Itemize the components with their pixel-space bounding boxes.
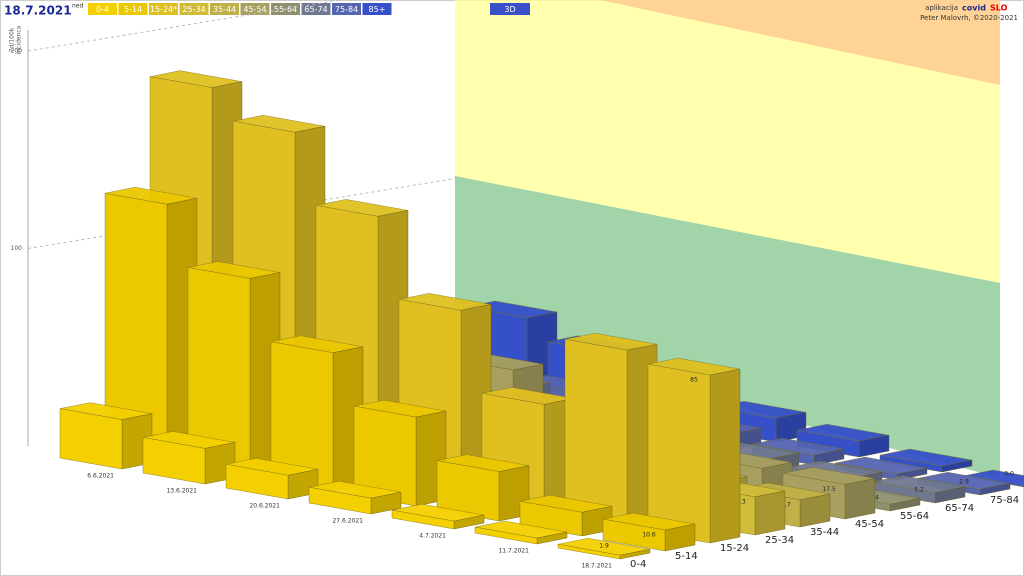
y-axis-label: incidenca (16, 25, 23, 54)
age-label: 0-4 (630, 559, 646, 570)
bar (308, 486, 372, 515)
legend-button[interactable] (118, 3, 148, 15)
bar (602, 518, 666, 552)
legend-button[interactable] (179, 3, 209, 15)
legend-button[interactable] (301, 3, 331, 15)
value-label: 1.9 (599, 543, 609, 550)
legend-button[interactable] (149, 3, 178, 15)
age-label: 35-44 (810, 527, 839, 538)
legend-label: 55-64 (274, 5, 297, 14)
bar (391, 509, 455, 530)
legend-button[interactable] (210, 3, 239, 15)
y-tick-label: 100 (11, 245, 23, 252)
age-label: 75-84 (990, 495, 1019, 506)
legend-label: 5-14 (124, 5, 142, 14)
bar-side (709, 368, 741, 544)
x-tick-label: 13.6.2021 (166, 488, 197, 495)
app-prefix: aplikacija (925, 4, 958, 12)
bar (557, 544, 621, 560)
zone-orange (600, 0, 1000, 85)
legend-label: 35-44 (213, 5, 236, 14)
zone-yellow (455, 0, 1000, 283)
legend-label: 65-74 (304, 5, 327, 14)
grid-line (27, 0, 343, 52)
bar (436, 460, 500, 522)
y-tick-label: 200 (11, 48, 23, 55)
bar (142, 437, 206, 485)
bar-side (754, 490, 786, 536)
value-label: 5.2 (914, 487, 924, 494)
view-button-label: 3D (504, 5, 515, 14)
value-label: 85 (690, 377, 698, 384)
legend-button[interactable] (362, 3, 392, 15)
legend-button[interactable] (240, 3, 270, 15)
x-tick-label: 6.6.2021 (87, 473, 114, 480)
legend-label: 75-84 (335, 5, 358, 14)
value-label: 0.0 (1004, 471, 1014, 478)
legend-label: 15-24* (150, 5, 177, 14)
legend-label: 45-54 (243, 5, 266, 14)
bar-side (799, 493, 831, 528)
date: 18.7.2021 (4, 4, 72, 18)
bar (647, 363, 711, 544)
zone-green (455, 176, 1000, 478)
bar (879, 454, 943, 473)
x-tick-label: 11.7.2021 (498, 548, 529, 555)
x-tick-label: 20.6.2021 (249, 503, 280, 510)
app-name-2: SLO (990, 4, 1008, 13)
age-label: 5-14 (675, 551, 698, 562)
bar (225, 464, 289, 500)
age-label: 25-34 (765, 535, 794, 546)
author: Peter Malovrh, ©2020-2021 (920, 14, 1018, 22)
legend-label: 85+ (369, 5, 386, 14)
y-axis-label: 7d/100k (9, 27, 16, 52)
age-label: 15-24 (720, 543, 749, 554)
value-label: 17.5 (822, 486, 836, 493)
value-label: 10.6 (642, 532, 656, 539)
app-name: covid (962, 4, 986, 13)
age-label: 45-54 (855, 519, 884, 530)
legend-button[interactable] (88, 3, 117, 15)
bar (59, 408, 123, 470)
bar (474, 526, 538, 545)
weekday: ned (72, 3, 83, 10)
bar-side (844, 478, 876, 520)
x-tick-label: 18.7.2021 (581, 563, 612, 570)
legend-label: 0-4 (96, 5, 109, 14)
view-button[interactable] (490, 3, 530, 15)
age-label: 65-74 (945, 503, 974, 514)
x-tick-label: 27.6.2021 (332, 518, 363, 525)
value-label: 2.9 (959, 479, 969, 486)
legend-label: 25-34 (182, 5, 205, 14)
age-label: 55-64 (900, 511, 929, 522)
legend-button[interactable] (332, 3, 361, 15)
x-tick-label: 4.7.2021 (419, 533, 446, 540)
